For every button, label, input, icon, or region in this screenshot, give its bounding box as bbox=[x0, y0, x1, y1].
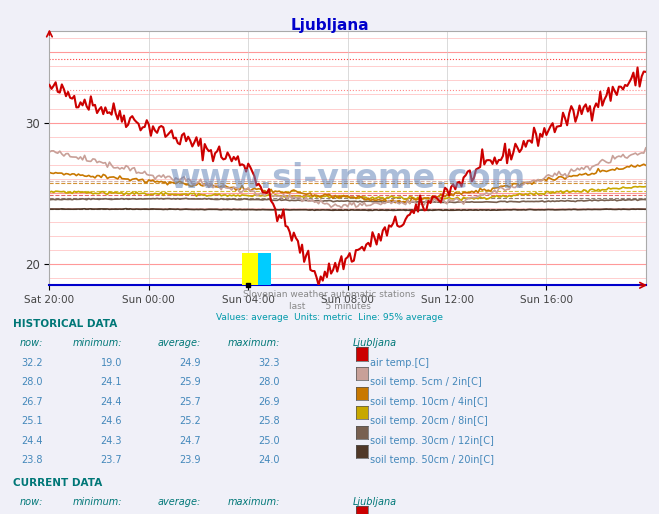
Text: average:: average: bbox=[158, 497, 201, 507]
Text: soil temp. 20cm / 8in[C]: soil temp. 20cm / 8in[C] bbox=[370, 416, 488, 426]
Text: 24.7: 24.7 bbox=[179, 436, 201, 446]
Text: 25.0: 25.0 bbox=[258, 436, 280, 446]
Text: 24.9: 24.9 bbox=[179, 358, 201, 368]
Text: now:: now: bbox=[20, 497, 43, 507]
Text: Values: average  Units: metric  Line: 95% average: Values: average Units: metric Line: 95% … bbox=[216, 313, 443, 322]
Bar bbox=[242, 253, 258, 285]
Text: 25.7: 25.7 bbox=[179, 397, 201, 407]
Text: 23.7: 23.7 bbox=[100, 455, 122, 465]
Text: minimum:: minimum: bbox=[72, 338, 122, 348]
Text: 32.3: 32.3 bbox=[258, 358, 280, 368]
Text: maximum:: maximum: bbox=[228, 338, 280, 348]
Text: 24.3: 24.3 bbox=[100, 436, 122, 446]
Text: 24.6: 24.6 bbox=[100, 416, 122, 426]
Text: 19.0: 19.0 bbox=[101, 358, 122, 368]
Text: minimum:: minimum: bbox=[72, 497, 122, 507]
Text: maximum:: maximum: bbox=[228, 497, 280, 507]
Text: now:: now: bbox=[20, 338, 43, 348]
Text: 32.2: 32.2 bbox=[21, 358, 43, 368]
Text: Ljubljana: Ljubljana bbox=[290, 18, 369, 33]
Text: 26.7: 26.7 bbox=[21, 397, 43, 407]
Text: 25.2: 25.2 bbox=[179, 416, 201, 426]
Text: Ljubljana: Ljubljana bbox=[353, 497, 397, 507]
Text: Slovenian weather automatic stations: Slovenian weather automatic stations bbox=[243, 290, 416, 300]
Text: 26.9: 26.9 bbox=[258, 397, 280, 407]
Text: soil temp. 30cm / 12in[C]: soil temp. 30cm / 12in[C] bbox=[370, 436, 494, 446]
Text: 24.4: 24.4 bbox=[100, 397, 122, 407]
Text: 25.1: 25.1 bbox=[21, 416, 43, 426]
Text: 23.9: 23.9 bbox=[179, 455, 201, 465]
Text: 24.4: 24.4 bbox=[21, 436, 43, 446]
Text: air temp.[C]: air temp.[C] bbox=[370, 358, 430, 368]
Text: 24.1: 24.1 bbox=[100, 377, 122, 387]
Text: 23.8: 23.8 bbox=[21, 455, 43, 465]
Bar bbox=[258, 253, 271, 285]
Text: 25.9: 25.9 bbox=[179, 377, 201, 387]
Text: last       5 minutes: last 5 minutes bbox=[289, 302, 370, 311]
Text: www.si-vreme.com: www.si-vreme.com bbox=[169, 162, 526, 195]
Text: HISTORICAL DATA: HISTORICAL DATA bbox=[13, 319, 117, 328]
Text: 24.0: 24.0 bbox=[258, 455, 280, 465]
Text: soil temp. 5cm / 2in[C]: soil temp. 5cm / 2in[C] bbox=[370, 377, 482, 387]
Text: average:: average: bbox=[158, 338, 201, 348]
Text: soil temp. 10cm / 4in[C]: soil temp. 10cm / 4in[C] bbox=[370, 397, 488, 407]
Text: 28.0: 28.0 bbox=[21, 377, 43, 387]
Text: CURRENT DATA: CURRENT DATA bbox=[13, 478, 102, 487]
Text: soil temp. 50cm / 20in[C]: soil temp. 50cm / 20in[C] bbox=[370, 455, 494, 465]
Text: 28.0: 28.0 bbox=[258, 377, 280, 387]
Text: 25.8: 25.8 bbox=[258, 416, 280, 426]
Text: Ljubljana: Ljubljana bbox=[353, 338, 397, 348]
